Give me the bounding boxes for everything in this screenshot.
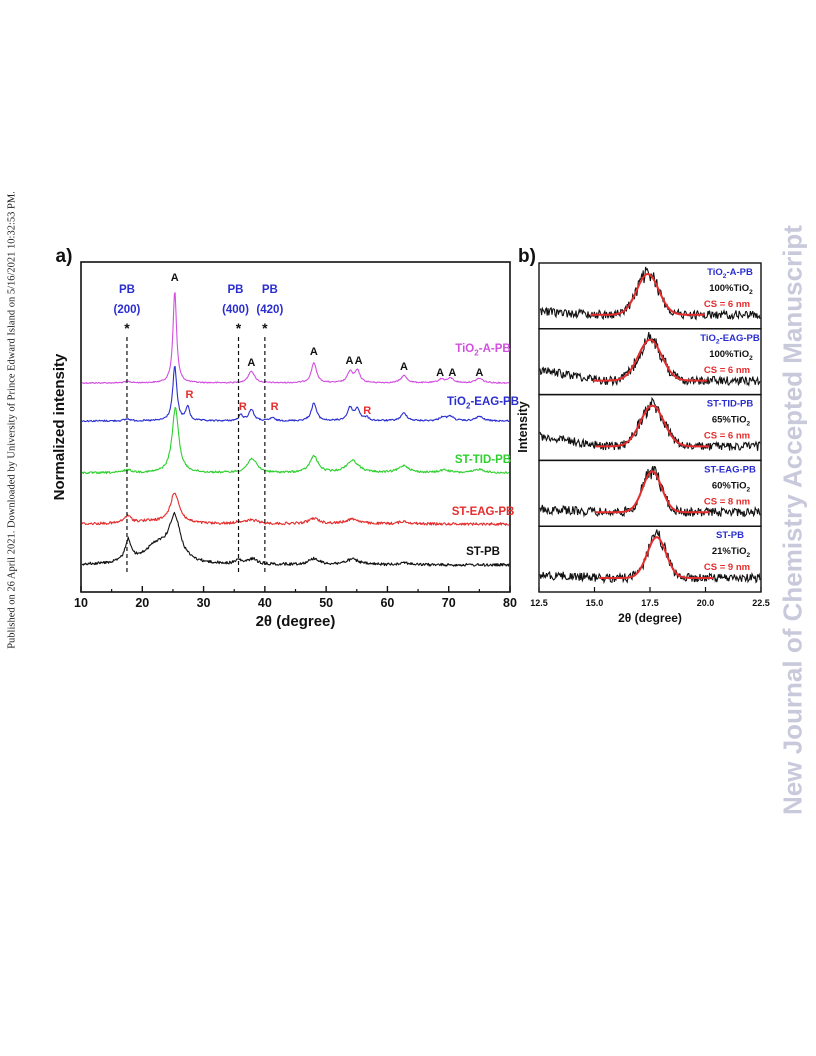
panel-b-tio2-content: 21%TiO2 [712, 546, 751, 559]
panel-b-sample-name: ST-EAG-PB [704, 464, 756, 475]
panel-b-crystallite-size: CS = 6 nm [704, 431, 750, 442]
peak-annotation: R [185, 389, 193, 401]
panel-b-y-axis-label: Intensity [516, 401, 530, 452]
peak-annotation: A [436, 367, 444, 379]
panel-b-tio2-content: 100%TiO2 [709, 283, 753, 296]
panel-b-x-tick-label: 20.0 [697, 598, 715, 608]
panel-a-label: a) [56, 246, 73, 267]
panel-a-x-tick-label: 50 [319, 596, 333, 610]
peak-annotation: A [400, 361, 408, 373]
panel-b-x-tick-label: 12.5 [530, 598, 548, 608]
panel-a-x-tick-label: 20 [135, 596, 149, 610]
panel-b-fit-line [599, 537, 713, 578]
series-line-st-tid-pb [82, 408, 509, 474]
peak-annotation: A [310, 346, 318, 358]
panel-b-fit-line [593, 340, 707, 381]
panel-b-x-tick-label: 17.5 [641, 598, 659, 608]
panel-b-x-tick-label: 22.5 [752, 598, 770, 608]
panel-a-x-tick-label: 10 [74, 596, 88, 610]
panel-b-crystallite-size: CS = 6 nm [704, 365, 750, 376]
panel-b-tio2-content: 60%TiO2 [712, 480, 751, 493]
series-label-tio2-a-pb: TiO2-A-PB [455, 343, 510, 357]
panel-b-crystallite-size: CS = 8 nm [704, 496, 750, 507]
panel-b-x-axis-label: 2θ (degree) [618, 611, 682, 625]
reference-label-bottom: (200) [114, 304, 141, 316]
panel-b-tio2-content: 100%TiO2 [709, 349, 753, 362]
panel-b-sample-name: TiO2-A-PB [707, 267, 753, 280]
panel-b-sample-name: ST-TID-PB [707, 399, 754, 410]
reference-label-top: PB [262, 284, 278, 296]
peak-annotation: R [363, 405, 371, 417]
reference-mark: * [236, 320, 242, 336]
reference-label-bottom: (400) [222, 304, 249, 316]
peak-annotation: A [475, 367, 483, 379]
peak-annotation: R [239, 401, 247, 413]
panel-b-label: b) [518, 246, 536, 267]
reference-label-top: PB [228, 284, 244, 296]
series-line-tio2-a-pb [82, 293, 509, 384]
peak-annotation: A [247, 357, 255, 369]
series-label-tio2-eag-pb: TiO2-EAG-PB [447, 396, 519, 410]
reference-label-top: PB [119, 284, 135, 296]
panel-a-y-axis-label: Normalized intensity [51, 353, 68, 500]
panel-a-x-tick-label: 40 [258, 596, 272, 610]
panel-a-x-tick-label: 30 [197, 596, 211, 610]
panel-b-crystallite-size: CS = 6 nm [704, 299, 750, 310]
panel-a-frame [81, 262, 510, 592]
peak-annotation: A [345, 355, 353, 367]
reference-mark: * [262, 320, 268, 336]
panel-a-x-tick-label: 70 [442, 596, 456, 610]
panel-b-sample-name: TiO2-EAG-PB [700, 333, 760, 346]
reference-mark: * [124, 320, 130, 336]
panel-b-fit-line [590, 274, 704, 315]
peak-annotation: R [271, 401, 279, 413]
panel-a-x-tick-label: 80 [503, 596, 517, 610]
panel-a-x-tick-label: 60 [380, 596, 394, 610]
panel-b-fit-line [595, 471, 709, 512]
series-line-st-eag-pb [82, 493, 509, 525]
series-label-st-tid-pb: ST-TID-PB [455, 454, 511, 466]
panel-b-tio2-content: 65%TiO2 [712, 415, 751, 428]
xrd-figure: a) 10 20 30 40 50 60 70 80 2θ (degree) Normalized … [0, 0, 816, 1056]
peak-annotation: A [448, 367, 456, 379]
peak-annotation: A [355, 355, 363, 367]
series-label-st-eag-pb: ST-EAG-PB [452, 506, 515, 518]
panel-a-x-axis-label: 2θ (degree) [256, 613, 336, 630]
panel-b-fit-line [595, 406, 709, 447]
peak-annotation: A [171, 272, 179, 284]
reference-label-bottom: (420) [256, 304, 283, 316]
panel-b-crystallite-size: CS = 9 nm [704, 562, 750, 573]
series-label-st-pb: ST-PB [466, 546, 500, 558]
series-line-tio2-eag-pb [82, 366, 509, 421]
panel-b-sample-name: ST-PB [716, 530, 744, 541]
panel-b-x-tick-label: 15.0 [586, 598, 604, 608]
